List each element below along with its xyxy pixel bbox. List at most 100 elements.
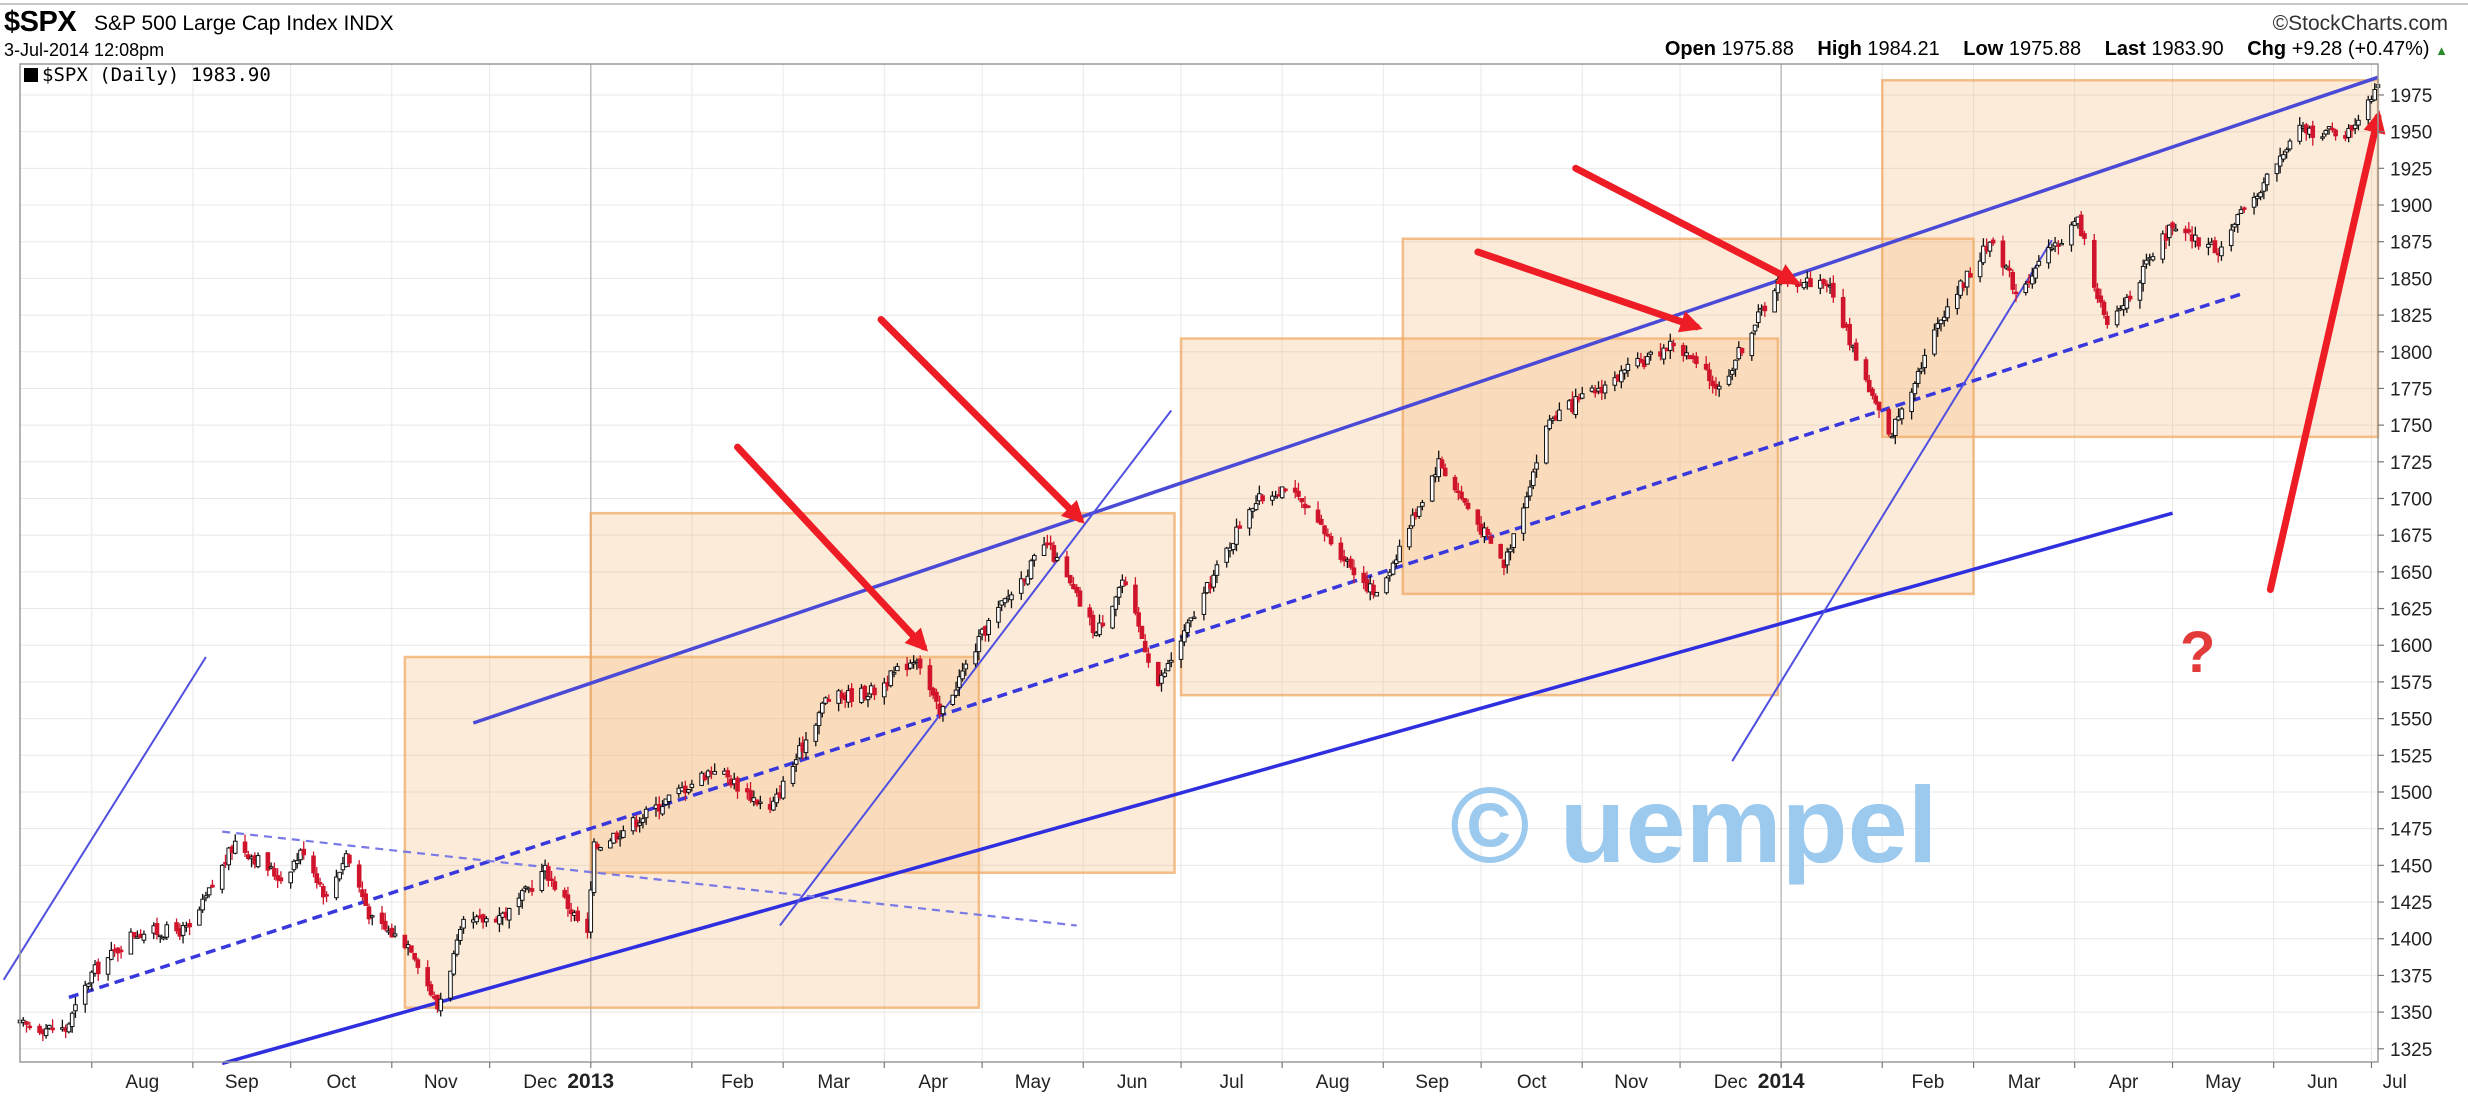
brand-label: ©StockCharts.com xyxy=(2272,12,2448,35)
candle xyxy=(105,956,111,981)
candle xyxy=(131,932,137,940)
candle xyxy=(484,916,489,927)
candle-body xyxy=(474,916,479,923)
candle xyxy=(1919,362,1924,375)
candle-body xyxy=(1273,496,1278,499)
candle xyxy=(1338,537,1344,563)
candle xyxy=(2127,290,2133,302)
candle-body xyxy=(47,1024,52,1029)
candle xyxy=(2297,117,2303,145)
exchange-label: INDX xyxy=(343,12,394,35)
candle-body xyxy=(1031,555,1037,561)
candle xyxy=(2095,283,2100,303)
candle-body xyxy=(2137,282,2143,301)
up-arrow-icon: ▲ xyxy=(2435,43,2448,58)
candle xyxy=(891,666,897,678)
candle xyxy=(793,753,799,772)
candle xyxy=(2023,280,2029,296)
candle-body xyxy=(382,920,388,930)
x-tick-label: Aug xyxy=(125,1072,159,1093)
axes: 1325 1350 1375 1400 1425 1450 1475 1500 1525 1550… xyxy=(0,3,2468,1093)
last-value: 1983.90 xyxy=(2151,38,2224,60)
candle-body xyxy=(1253,503,1259,511)
candle xyxy=(1707,362,1712,390)
candle xyxy=(895,663,900,672)
candle-body xyxy=(1390,562,1396,575)
candle xyxy=(813,723,819,747)
candle xyxy=(1319,514,1324,526)
candle xyxy=(1729,367,1735,381)
series-legend: $SPX (Daily) 1983.90 xyxy=(24,64,271,86)
candle-body xyxy=(549,878,554,881)
candle-body xyxy=(771,800,776,811)
candle-body xyxy=(95,961,101,975)
candle xyxy=(334,869,339,901)
candle xyxy=(2166,224,2172,247)
candle xyxy=(1524,491,1530,509)
candle-body xyxy=(546,866,551,881)
candle-body xyxy=(1886,409,1892,435)
candle xyxy=(2369,95,2374,104)
candle xyxy=(608,838,613,849)
candle-body xyxy=(1981,245,1986,264)
candle-body xyxy=(888,670,894,687)
candle-body xyxy=(908,662,913,669)
x-tick-label: 2013 xyxy=(567,1070,614,1093)
candle-body xyxy=(1821,279,1826,284)
candle xyxy=(1968,267,1973,278)
candle xyxy=(187,919,192,936)
series-legend-label: $SPX (Daily) 1983.90 xyxy=(42,64,271,86)
candle-body xyxy=(1416,506,1422,517)
candle xyxy=(1625,357,1631,377)
candle xyxy=(448,970,453,1002)
candle-body xyxy=(2333,129,2338,137)
candle-body xyxy=(1922,354,1927,369)
annotation-boxes xyxy=(403,79,2380,1009)
candle xyxy=(1876,401,1882,418)
candle-body xyxy=(1100,622,1106,627)
candle-body xyxy=(686,789,691,793)
candle xyxy=(1726,369,1732,387)
candle xyxy=(917,655,923,675)
candle xyxy=(1142,634,1148,653)
candle-body xyxy=(164,924,170,938)
candle xyxy=(50,1019,55,1033)
candle-body xyxy=(774,793,779,804)
candle xyxy=(1162,668,1168,678)
candle-body xyxy=(1485,529,1490,536)
candle-body xyxy=(1504,551,1510,566)
candle-body xyxy=(1067,575,1073,584)
candle xyxy=(614,830,620,844)
candle xyxy=(2277,147,2283,174)
candle-body xyxy=(324,894,329,897)
candle xyxy=(2052,237,2058,253)
candle xyxy=(1752,324,1758,336)
candle xyxy=(428,981,434,997)
candle xyxy=(575,906,581,923)
y-tick-label: 1475 xyxy=(2390,820,2432,841)
candle-body xyxy=(1475,509,1481,525)
candle xyxy=(1573,388,1578,419)
candle xyxy=(1067,574,1073,586)
candle xyxy=(20,1017,26,1027)
candle xyxy=(1987,241,1993,258)
candle xyxy=(1821,278,1826,289)
candle-body xyxy=(2228,229,2234,247)
candle xyxy=(154,917,160,940)
candle-body xyxy=(1025,575,1031,585)
candle xyxy=(2320,132,2325,141)
candle-body xyxy=(2326,126,2332,130)
candle-body xyxy=(1116,587,1122,598)
candle-body xyxy=(608,840,613,849)
candle-body xyxy=(1074,586,1079,594)
candle-body xyxy=(516,897,522,908)
candle-body xyxy=(816,712,822,727)
candle-body xyxy=(614,832,620,840)
candle xyxy=(210,879,215,888)
candle-body xyxy=(1694,356,1699,365)
y-tick-label: 1600 xyxy=(2390,636,2432,657)
candle-body xyxy=(666,794,672,803)
candle-body xyxy=(2255,195,2260,200)
candle xyxy=(128,928,134,955)
x-tick-label: 2014 xyxy=(1758,1070,1805,1093)
